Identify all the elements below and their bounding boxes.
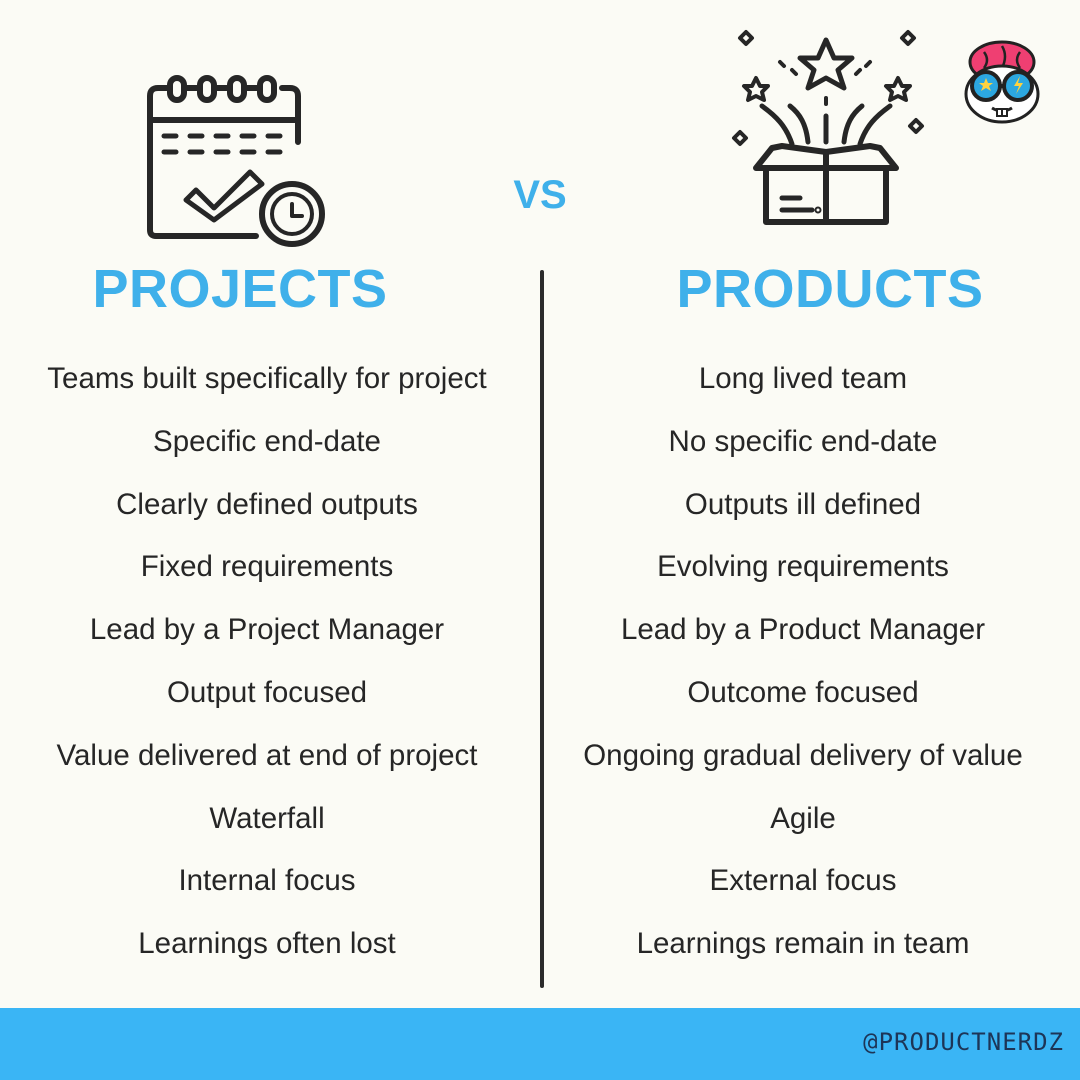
list-item: Ongoing gradual delivery of value xyxy=(583,738,1023,772)
footer-bar: @PRODUCTNERDZ xyxy=(0,1008,1080,1080)
projects-list: Teams built specifically for project Spe… xyxy=(10,356,524,984)
list-item: Learnings often lost xyxy=(138,927,396,961)
list-item: Value delivered at end of project xyxy=(56,738,478,772)
projects-title: PROJECTS xyxy=(92,259,388,319)
nerd-mascot-icon xyxy=(964,40,1040,124)
list-item: Long lived team xyxy=(698,362,908,395)
list-item: No specific end-date xyxy=(668,424,938,458)
list-item: Fixed requirements xyxy=(140,550,394,584)
list-item: Outcome focused xyxy=(687,675,919,709)
list-item: Internal focus xyxy=(178,864,356,898)
list-item: Agile xyxy=(770,801,836,835)
list-item: Clearly defined outputs xyxy=(116,487,418,521)
open-box-stars-icon xyxy=(732,30,924,225)
list-item: Teams built specifically for project xyxy=(47,362,487,395)
vs-label: VS xyxy=(513,173,567,217)
list-item: Specific end-date xyxy=(153,424,381,458)
list-item: Lead by a Project Manager xyxy=(89,613,445,647)
calendar-check-icon xyxy=(147,75,325,247)
list-item: Outputs ill defined xyxy=(684,487,922,521)
products-list: Long lived team No specific end-date Out… xyxy=(556,356,1050,984)
list-item: Evolving requirements xyxy=(657,550,949,584)
list-item: Output focused xyxy=(166,675,368,709)
products-title: PRODUCTS xyxy=(676,259,984,319)
list-item: External focus xyxy=(709,864,897,898)
list-item: Learnings remain in team xyxy=(636,927,970,961)
column-divider xyxy=(540,270,544,988)
list-item: Lead by a Product Manager xyxy=(620,613,986,647)
list-item: Waterfall xyxy=(209,801,325,835)
social-handle[interactable]: @PRODUCTNERDZ xyxy=(863,1028,1064,1056)
